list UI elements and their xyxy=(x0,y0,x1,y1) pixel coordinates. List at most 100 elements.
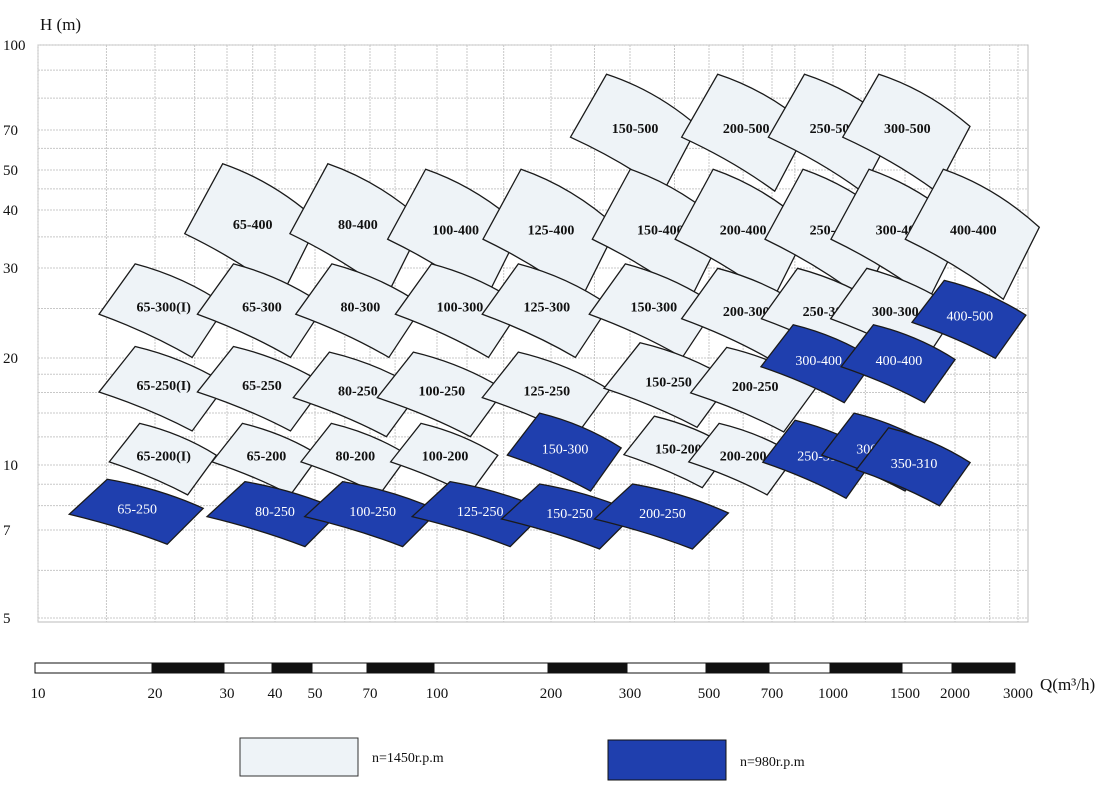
region-label: 125-250 xyxy=(457,505,504,520)
y-tick-label: 70 xyxy=(3,123,18,139)
pump-region-65-300(I)-1450: 65-300(I) xyxy=(98,263,228,359)
region-label: 65-400 xyxy=(233,218,273,233)
legend: n=1450r.p.m n=980r.p.m xyxy=(239,737,805,781)
region-shape xyxy=(593,483,730,550)
pump-region-200-250-980: 200-250 xyxy=(593,483,730,550)
region-label: 100-400 xyxy=(432,223,479,238)
x-tick-label: 300 xyxy=(619,686,642,702)
pump-region-400-400-1450: 400-400 xyxy=(904,168,1041,301)
y-axis-ticks: 100 70 50 40 30 20 10 7 5 xyxy=(3,38,26,627)
pump-region-125-250-980: 125-250 xyxy=(410,480,548,548)
pump-region-150-250-980: 150-250 xyxy=(500,483,637,550)
pump-region-80-250-980: 80-250 xyxy=(205,480,343,548)
legend-label-1450: n=1450r.p.m xyxy=(372,751,444,766)
region-label: 65-250(I) xyxy=(136,379,191,394)
region-label: 80-300 xyxy=(341,301,381,316)
region-label: 150-400 xyxy=(637,223,684,238)
region-shape xyxy=(294,263,424,359)
x-tick-label: 100 xyxy=(426,686,449,702)
pump-region-125-300-1450: 125-300 xyxy=(481,263,611,359)
region-shape xyxy=(680,73,810,193)
region-shape xyxy=(687,422,797,496)
region-label: 125-400 xyxy=(528,223,575,238)
scale-bar-segment xyxy=(951,662,1016,674)
y-tick-label: 20 xyxy=(3,351,18,367)
scale-bar-segment xyxy=(626,662,707,674)
scale-bar-segment xyxy=(768,662,831,674)
y-axis-label: H (m) xyxy=(40,15,81,34)
region-shape xyxy=(910,279,1027,360)
y-tick-label: 5 xyxy=(3,611,11,627)
y-tick-label: 30 xyxy=(3,261,18,277)
region-label: 65-300 xyxy=(242,301,282,316)
x-tick-label: 500 xyxy=(698,686,721,702)
region-shape xyxy=(481,263,611,359)
pump-region-400-500-980: 400-500 xyxy=(910,279,1027,360)
region-label: 150-500 xyxy=(612,122,659,137)
region-label: 150-300 xyxy=(631,301,678,316)
region-label: 200-300 xyxy=(723,305,770,320)
pump-region-200-200-1450: 200-200 xyxy=(687,422,797,496)
region-label: 200-250 xyxy=(732,380,779,395)
region-shape xyxy=(98,263,228,359)
pump-region-125-250-1450: 125-250 xyxy=(481,351,611,438)
scale-bar-segment xyxy=(705,662,770,674)
region-label: 65-300(I) xyxy=(136,301,191,316)
pump-region-300-500-1450: 300-500 xyxy=(841,73,971,193)
y-tick-label: 7 xyxy=(3,523,11,539)
region-shape xyxy=(108,422,218,496)
region-label: 150-250 xyxy=(645,375,692,390)
pump-region-65-200(I)-1450: 65-200(I) xyxy=(108,422,218,496)
scale-bar-segment xyxy=(547,662,628,674)
region-shape xyxy=(376,351,506,438)
pump-region-80-300-1450: 80-300 xyxy=(294,263,424,359)
x-tick-label: 50 xyxy=(308,686,323,702)
scale-bar-segment xyxy=(901,662,953,674)
region-shape xyxy=(622,415,733,489)
x-tick-label: 10 xyxy=(31,686,46,702)
region-label: 150-300 xyxy=(542,443,589,458)
region-label: 80-250 xyxy=(255,505,295,520)
region-shape xyxy=(196,345,326,432)
pump-region-100-300-1450: 100-300 xyxy=(394,263,524,359)
x-tick-label: 1500 xyxy=(890,686,920,702)
pump-region-150-250-1450: 150-250 xyxy=(602,342,733,429)
y-tick-label: 10 xyxy=(3,458,18,474)
region-label: 100-200 xyxy=(422,450,469,465)
pump-region-200-400-1450: 200-400 xyxy=(674,168,810,301)
region-shape xyxy=(840,323,957,404)
region-label: 125-250 xyxy=(524,385,571,400)
x-tick-label: 70 xyxy=(363,686,378,702)
region-label: 200-200 xyxy=(720,450,767,465)
x-axis-scale-bar xyxy=(34,662,1016,674)
x-tick-label: 700 xyxy=(761,686,784,702)
pump-region-200-500-1450: 200-500 xyxy=(680,73,810,193)
region-label: 65-250 xyxy=(242,379,282,394)
scale-bar-segment xyxy=(311,662,368,674)
scale-bar-segment xyxy=(829,662,903,674)
region-shape xyxy=(292,351,422,438)
region-shape xyxy=(759,323,876,404)
legend-swatch-980 xyxy=(607,739,727,781)
region-label: 200-400 xyxy=(720,223,767,238)
pump-region-125-400-1450: 125-400 xyxy=(482,168,618,301)
regions-980rpm: 65-250 80-250 100-250 125-250 150-250 200-250… xyxy=(67,279,1027,550)
region-label: 150-250 xyxy=(546,507,593,522)
pump-region-100-250-980: 100-250 xyxy=(303,480,440,548)
region-shape xyxy=(303,480,440,548)
region-shape xyxy=(500,483,637,550)
pump-region-150-300-980: 150-300 xyxy=(506,412,623,492)
pump-region-100-200-1450: 100-200 xyxy=(389,422,499,496)
pump-region-300-400-980: 300-400 xyxy=(759,323,876,404)
pump-region-100-250-1450: 100-250 xyxy=(376,351,506,438)
x-tick-label: 3000 xyxy=(1003,686,1033,702)
scale-bar-segment xyxy=(34,662,153,674)
region-label: 125-300 xyxy=(524,301,571,316)
scale-bar-segment xyxy=(271,662,313,674)
pump-region-65-300-1450: 65-300 xyxy=(196,263,326,359)
region-label: 100-300 xyxy=(437,301,484,316)
region-label: 300-500 xyxy=(884,122,931,137)
scale-bar-segment xyxy=(433,662,549,674)
region-label: 80-400 xyxy=(338,218,378,233)
